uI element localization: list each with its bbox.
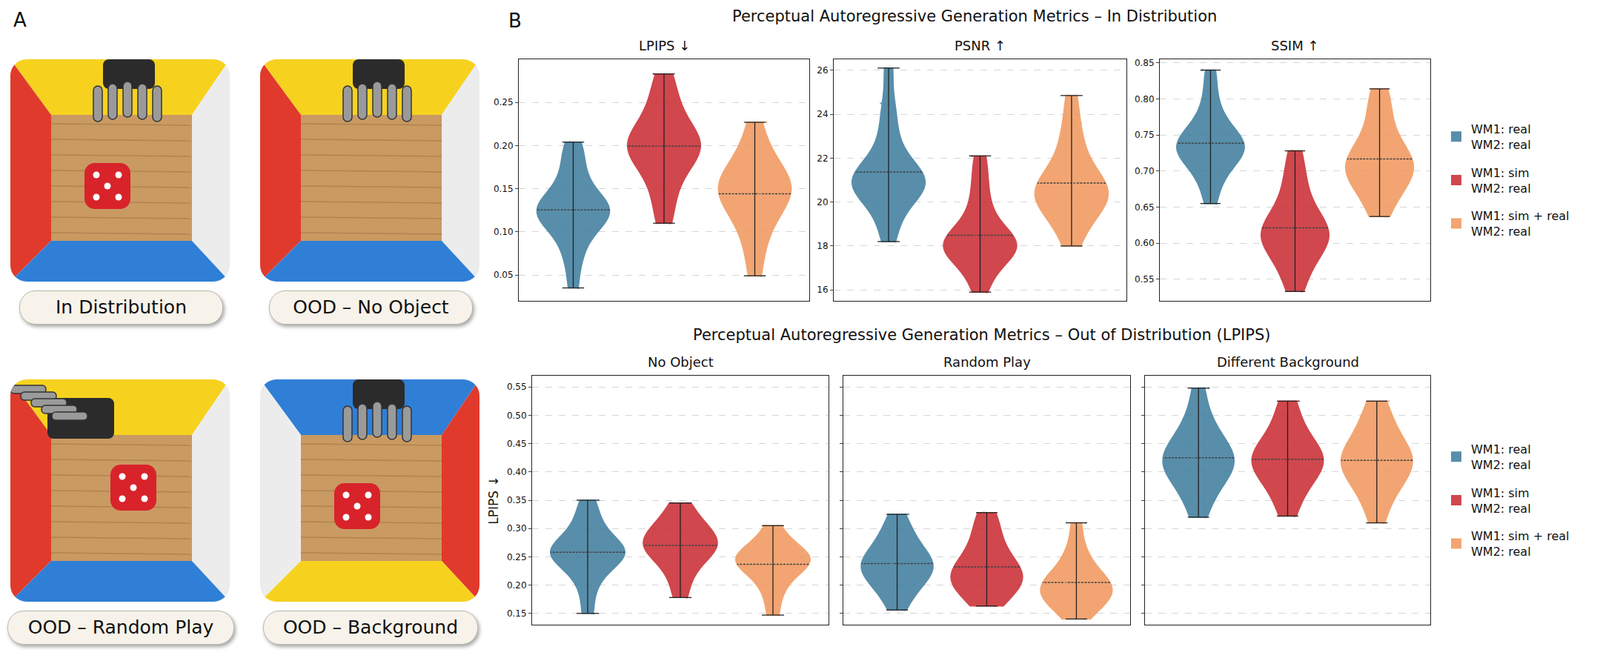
svg-text:LPIPS ↓: LPIPS ↓ bbox=[638, 37, 690, 54]
svg-text:WM1: sim + realWM2: real: WM1: sim + realWM2: real bbox=[1471, 529, 1570, 559]
svg-text:0.85: 0.85 bbox=[1134, 57, 1155, 69]
svg-text:WM1: realWM2: real: WM1: realWM2: real bbox=[1471, 122, 1532, 152]
svg-text:0.50: 0.50 bbox=[506, 410, 527, 421]
svg-text:0.30: 0.30 bbox=[506, 523, 527, 534]
svg-text:PSNR ↑: PSNR ↑ bbox=[954, 37, 1006, 54]
svg-text:0.05: 0.05 bbox=[493, 269, 514, 281]
svg-text:WM1: simWM2: real: WM1: simWM2: real bbox=[1471, 486, 1532, 516]
svg-text:22: 22 bbox=[816, 153, 828, 164]
svg-text:WM1: sim + realWM2: real: WM1: sim + realWM2: real bbox=[1471, 208, 1570, 239]
svg-text:Perceptual Autoregressive Gene: Perceptual Autoregressive Generation Met… bbox=[692, 326, 1271, 344]
svg-text:0.80: 0.80 bbox=[1134, 94, 1155, 105]
svg-text:Random Play: Random Play bbox=[943, 354, 1031, 370]
svg-text:0.35: 0.35 bbox=[506, 495, 527, 506]
svg-text:WM1: realWM2: real: WM1: realWM2: real bbox=[1471, 442, 1532, 473]
svg-text:16: 16 bbox=[816, 284, 828, 295]
html-text:A: A bbox=[13, 8, 27, 32]
svg-text:0.10: 0.10 bbox=[493, 226, 514, 238]
svg-text:24: 24 bbox=[816, 108, 828, 120]
svg-text:26: 26 bbox=[816, 65, 828, 76]
svg-text:WM1: simWM2: real: WM1: simWM2: real bbox=[1471, 166, 1532, 196]
svg-text:0.25: 0.25 bbox=[493, 97, 514, 108]
html-text:OOD – Random Play: OOD – Random Play bbox=[27, 616, 214, 639]
svg-text:0.20: 0.20 bbox=[506, 580, 527, 591]
svg-text:0.15: 0.15 bbox=[506, 608, 527, 619]
svg-text:Perceptual Autoregressive Gene: Perceptual Autoregressive Generation Met… bbox=[732, 7, 1217, 26]
svg-text:0.45: 0.45 bbox=[506, 438, 527, 450]
svg-text:0.40: 0.40 bbox=[506, 466, 527, 478]
svg-text:0.60: 0.60 bbox=[1134, 237, 1155, 249]
html-text:OOD – No Object: OOD – No Object bbox=[292, 296, 449, 318]
svg-text:0.20: 0.20 bbox=[493, 140, 514, 152]
svg-text:0.15: 0.15 bbox=[493, 183, 514, 195]
html-text:In Distribution: In Distribution bbox=[55, 296, 187, 318]
svg-text:LPIPS ↓: LPIPS ↓ bbox=[486, 475, 501, 524]
svg-text:0.25: 0.25 bbox=[506, 552, 527, 563]
svg-text:0.70: 0.70 bbox=[1134, 166, 1155, 177]
svg-text:18: 18 bbox=[816, 240, 828, 252]
svg-text:20: 20 bbox=[816, 197, 828, 208]
svg-text:SSIM ↑: SSIM ↑ bbox=[1270, 37, 1320, 54]
svg-text:0.55: 0.55 bbox=[1134, 274, 1155, 285]
svg-text:0.55: 0.55 bbox=[506, 381, 527, 393]
svg-text:Different Background: Different Background bbox=[1216, 354, 1360, 370]
svg-text:No Object: No Object bbox=[647, 354, 714, 370]
html-text:OOD – Background: OOD – Background bbox=[283, 616, 459, 639]
svg-text:0.65: 0.65 bbox=[1134, 202, 1155, 213]
svg-text:B: B bbox=[508, 9, 522, 32]
svg-text:0.75: 0.75 bbox=[1134, 129, 1155, 141]
